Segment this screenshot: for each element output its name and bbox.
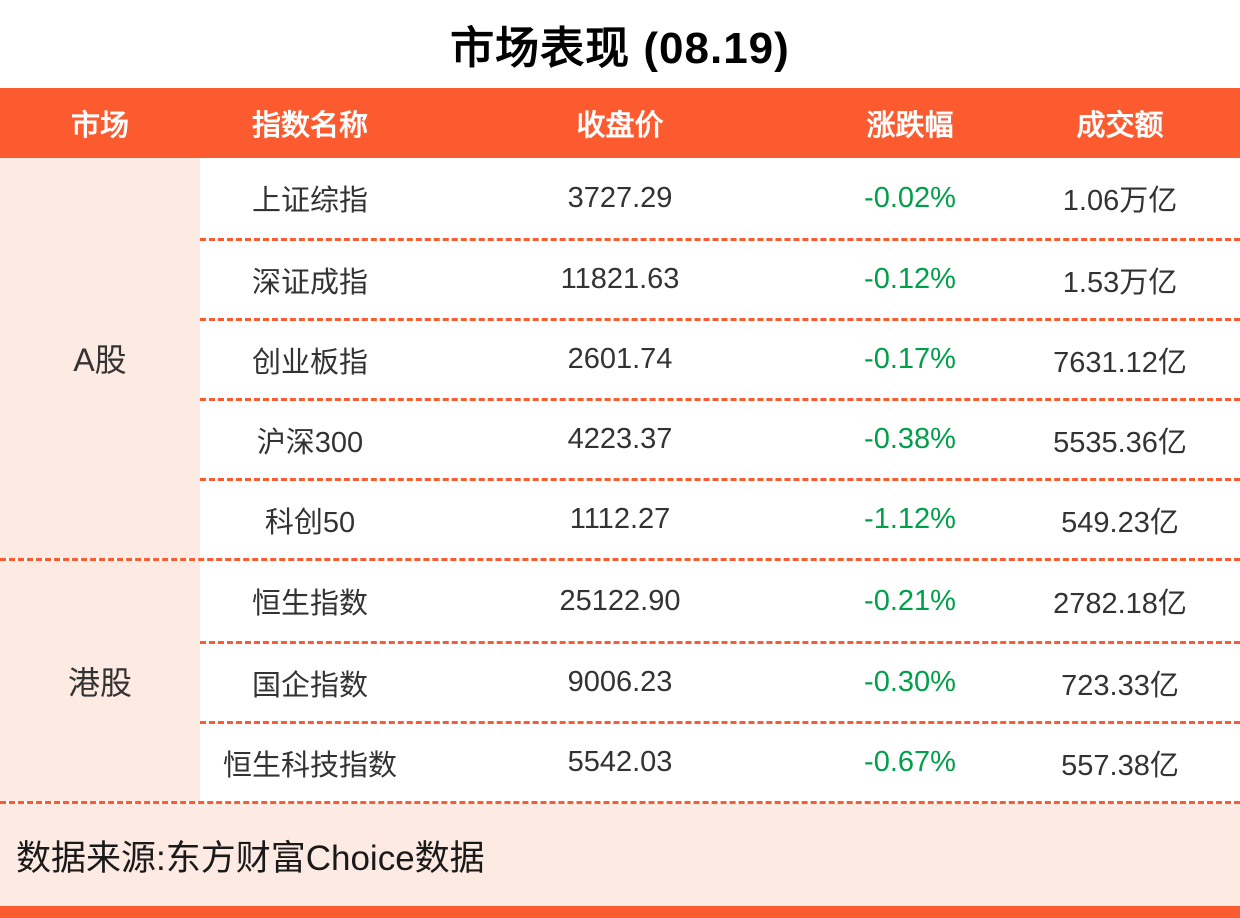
table-row: 上证综指 3727.29 -0.02% 1.06万亿 [200,158,1240,238]
index-name: 上证综指 [251,185,368,217]
col-header-change: 涨跌幅 [866,110,954,142]
table-row: 恒生指数 25122.90 -0.21% 2782.18亿 [200,561,1240,641]
index-name: 国企指数 [251,669,368,702]
close-price: 1112.27 [569,503,671,535]
group-divider [0,558,1240,561]
bottom-accent-bar [0,906,1240,918]
index-name: 深证成指 [251,266,368,299]
footer-divider [0,801,1240,804]
col-header-close: 收盘价 [576,110,664,142]
close-price: 11821.63 [560,263,680,295]
close-price: 9006.23 [567,666,673,698]
index-name: 恒生科技指数 [222,749,397,782]
turnover-value: 557.38亿 [1061,749,1179,782]
index-name: 沪深300 [256,426,364,459]
close-price: 2601.74 [567,343,673,375]
turnover-value: 549.23亿 [1061,506,1179,539]
table-header-row: 市场 指数名称 收盘价 涨跌幅 成交额 [0,88,1240,158]
turnover-value: 1.53万亿 [1062,266,1178,299]
turnover-value: 2782.18亿 [1053,588,1187,620]
index-name: 科创50 [264,506,356,539]
close-price: 4223.37 [567,423,673,455]
change-percent: -0.17% [864,343,956,375]
col-header-index: 指数名称 [251,110,368,142]
change-percent: -1.12% [864,503,956,535]
change-percent: -0.02% [864,181,956,214]
index-name: 创业板指 [251,346,368,379]
group-a-rows: 上证综指 3727.29 -0.02% 1.06万亿 深证成指 11821.63… [200,158,1240,558]
col-header-turnover: 成交额 [1076,110,1164,142]
turnover-value: 723.33亿 [1061,669,1179,702]
change-percent: -0.30% [864,666,956,698]
change-percent: -0.12% [864,263,956,295]
page-title: 市场表现 (08.19) [450,24,790,73]
group-a-shares: A股 上证综指 3727.29 -0.02% 1.06万亿 深证成指 11821… [0,158,1240,558]
group-hk-shares: 港股 恒生指数 25122.90 -0.21% 2782.18亿 国企指数 90… [0,561,1240,801]
close-price: 25122.90 [559,584,681,617]
close-price: 5542.03 [567,746,673,778]
change-percent: -0.67% [864,746,956,778]
table-row: 沪深300 4223.37 -0.38% 5535.36亿 [200,398,1240,478]
table-row: 深证成指 11821.63 -0.12% 1.53万亿 [200,238,1240,318]
turnover-value: 7631.12亿 [1053,346,1187,379]
data-source-text: 数据来源:东方财富Choice数据 [16,838,485,878]
table-row: 科创50 1112.27 -1.12% 549.23亿 [200,478,1240,558]
change-percent: -0.21% [864,584,956,617]
index-name: 恒生指数 [251,588,368,620]
title-bar: 市场表现 (08.19) [0,0,1240,88]
table-row: 创业板指 2601.74 -0.17% 7631.12亿 [200,318,1240,398]
table-row: 国企指数 9006.23 -0.30% 723.33亿 [200,641,1240,721]
market-label-hk-shares: 港股 [0,561,200,801]
col-header-market: 市场 [70,110,129,142]
change-percent: -0.38% [864,423,956,455]
table-row: 恒生科技指数 5542.03 -0.67% 557.38亿 [200,721,1240,801]
market-label-a-shares: A股 [0,158,200,558]
turnover-value: 5535.36亿 [1053,426,1187,459]
close-price: 3727.29 [567,181,673,214]
group-hk-rows: 恒生指数 25122.90 -0.21% 2782.18亿 国企指数 9006.… [200,561,1240,801]
turnover-value: 1.06万亿 [1062,185,1178,217]
footer: 数据来源:东方财富Choice数据 [0,804,1240,906]
